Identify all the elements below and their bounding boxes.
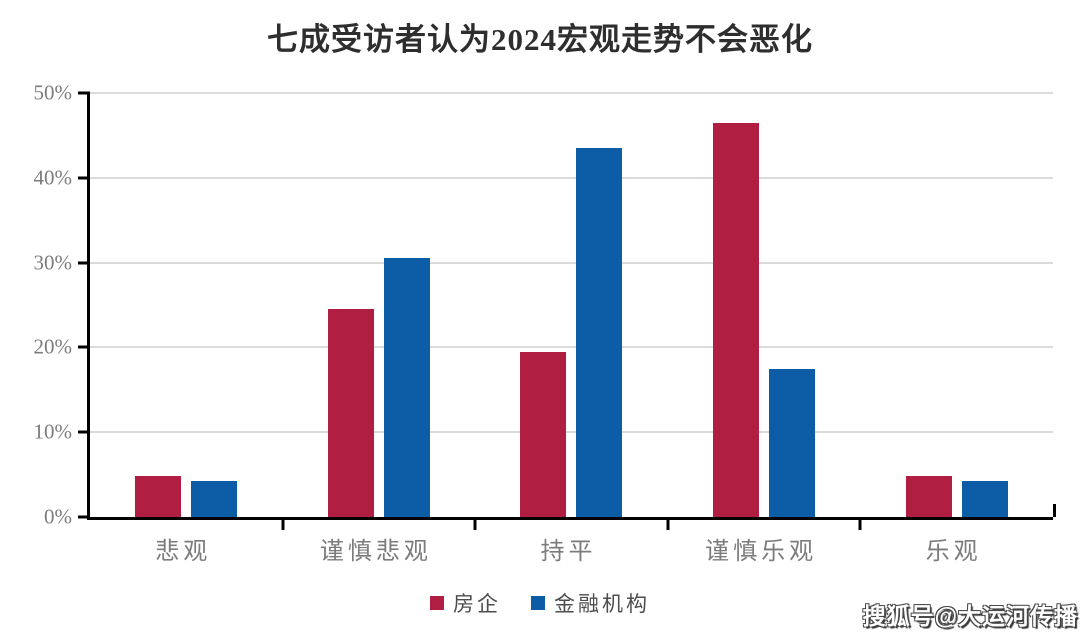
gridline-50%: [90, 92, 1053, 94]
y-axis-tick-label: 0%: [44, 504, 72, 529]
legend-swatch-icon: [430, 596, 444, 610]
x-axis-label-谨慎悲观: 谨慎悲观: [319, 539, 432, 565]
bar-group-持平: [475, 93, 668, 517]
gridline-30%: [90, 261, 1053, 264]
bar-房企-乐观: [905, 476, 952, 517]
gridline-40%: [90, 176, 1053, 179]
bar-金融机构-悲观: [191, 480, 238, 517]
y-tick-0%: [78, 515, 90, 519]
plot-area: [78, 91, 1056, 530]
y-axis: 0% 10% 20% 30% 40% 50%: [0, 82, 76, 527]
chart-title: 七成受访者认为2024宏观走势不会恶化: [267, 22, 813, 57]
bar-group-谨慎悲观: [283, 93, 476, 517]
bar-group-谨慎乐观: [668, 93, 861, 517]
legend-entry-金融机构: 金融机构: [531, 588, 650, 618]
x-axis-end-tick: [1053, 504, 1056, 517]
bar-房企-持平: [520, 351, 567, 517]
x-axis: 悲观 谨慎悲观 持平 谨慎乐观 乐观: [87, 531, 1050, 566]
bar-金融机构-谨慎乐观: [769, 368, 816, 517]
bar-金融机构-持平: [576, 148, 623, 517]
legend-label: 金融机构: [554, 592, 650, 616]
gridline-20%: [90, 346, 1053, 349]
bar-group-悲观: [90, 93, 283, 517]
x-axis-label-悲观: 悲观: [155, 539, 212, 565]
y-tick-10%: [78, 430, 90, 434]
legend: 房企 金融机构: [0, 588, 1080, 618]
legend-label: 房企: [453, 592, 501, 616]
bar-group-乐观: [860, 93, 1053, 517]
bar-房企-悲观: [135, 476, 182, 517]
y-axis-tick-label: 50%: [33, 80, 73, 105]
x-axis-label-持平: 持平: [540, 539, 597, 565]
gridline-10%: [90, 431, 1053, 434]
y-tick-40%: [78, 176, 90, 180]
y-axis-tick-label: 10%: [33, 419, 73, 444]
y-axis-tick-label: 20%: [33, 334, 73, 359]
bar-房企-谨慎悲观: [327, 309, 374, 517]
x-axis-label-乐观: 乐观: [925, 539, 982, 565]
x-tick: [666, 520, 670, 530]
legend-entry-房企: 房企: [430, 588, 501, 618]
bar-金融机构-谨慎悲观: [383, 258, 430, 517]
y-tick-30%: [78, 261, 90, 265]
legend-swatch-icon: [531, 596, 545, 610]
watermark: 搜狐号@大运河传播: [862, 603, 1078, 629]
bar-groups: [90, 93, 1053, 517]
y-axis-tick-label: 30%: [33, 250, 73, 275]
y-axis-tick-label: 40%: [33, 165, 73, 190]
y-tick-50%: [78, 91, 90, 95]
x-tick: [858, 520, 862, 530]
bar-房企-谨慎乐观: [713, 122, 760, 517]
x-tick: [473, 520, 477, 530]
x-tick: [281, 520, 285, 530]
bar-金融机构-乐观: [961, 480, 1008, 517]
x-axis-label-谨慎乐观: 谨慎乐观: [705, 539, 818, 565]
y-tick-20%: [78, 345, 90, 349]
